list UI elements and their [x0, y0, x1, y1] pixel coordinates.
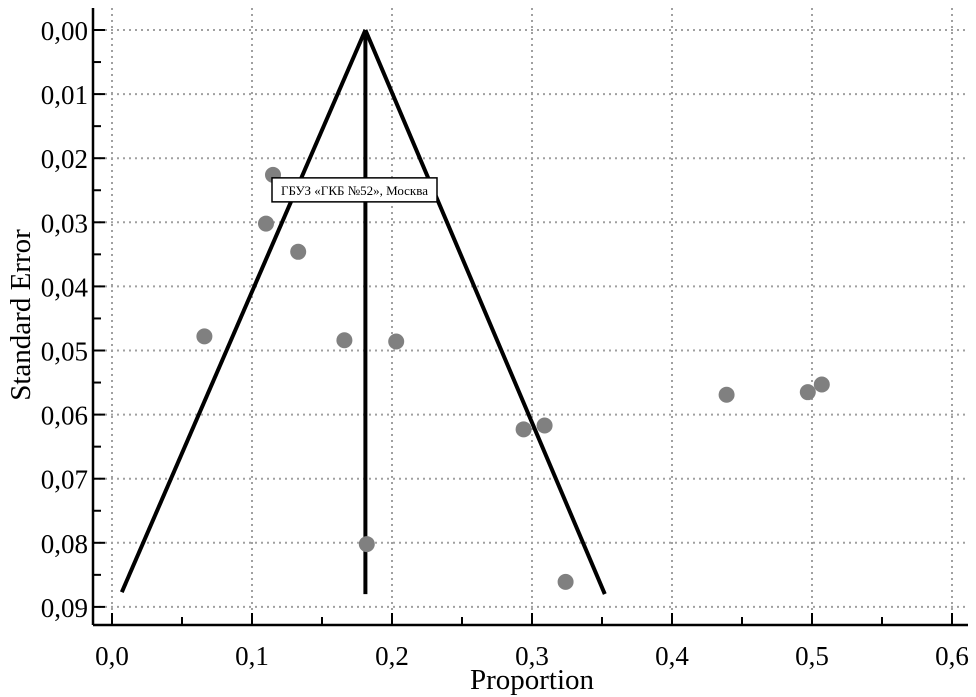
data-point	[515, 421, 532, 438]
data-point	[536, 417, 553, 434]
y-tick-label: 0,05	[41, 337, 88, 367]
x-tick-label: 0,5	[795, 641, 829, 671]
y-tick-label: 0,09	[41, 593, 88, 623]
y-tick-label: 0,04	[41, 272, 89, 302]
x-axis-title: Proportion	[470, 664, 595, 696]
data-point	[718, 386, 735, 403]
x-tick-label: 0,4	[655, 641, 689, 671]
data-point	[388, 333, 405, 350]
data-point	[258, 215, 274, 232]
x-tick-label: 0,0	[95, 641, 129, 671]
y-tick-label: 0,08	[41, 529, 88, 559]
x-tick-label: 0,3	[515, 641, 549, 671]
data-point	[290, 243, 307, 260]
y-tick-label: 0,01	[41, 80, 88, 110]
y-tick-label: 0,06	[41, 401, 88, 431]
tick-labels: 0,0 0,1 0,2 0,3 0,4 0,5 0,6 0,00 0,01 0,02 0,03 0,0…	[41, 16, 969, 671]
x-tick-label: 0,6	[935, 641, 969, 671]
data-points	[196, 166, 830, 590]
funnel-lines	[119, 29, 607, 595]
annotation-label: ГБУЗ «ГКБ №52», Москва	[281, 183, 428, 198]
data-point	[557, 573, 574, 590]
y-tick-label: 0,07	[41, 465, 88, 495]
y-tick-label: 0,00	[41, 16, 88, 46]
data-point	[196, 328, 213, 345]
y-tick-label: 0,03	[41, 208, 88, 238]
funnel-left-limit	[119, 29, 368, 593]
data-point	[813, 376, 830, 393]
axes	[91, 8, 968, 627]
y-tick-label: 0,02	[41, 144, 88, 174]
annotation-box	[271, 177, 438, 203]
funnel-right-limit	[363, 29, 607, 595]
y-axis-title: Standard Error	[5, 229, 37, 401]
data-point	[336, 332, 353, 349]
annotation: ГБУЗ «ГКБ №52», Москва	[271, 177, 438, 203]
x-tick-label: 0,1	[235, 641, 269, 671]
data-point	[358, 536, 375, 553]
data-point	[799, 384, 816, 401]
x-tick-label: 0,2	[375, 641, 409, 671]
grid-lines	[93, 8, 968, 625]
